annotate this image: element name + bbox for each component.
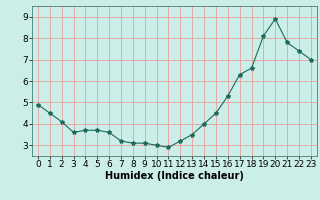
X-axis label: Humidex (Indice chaleur): Humidex (Indice chaleur) bbox=[105, 171, 244, 181]
